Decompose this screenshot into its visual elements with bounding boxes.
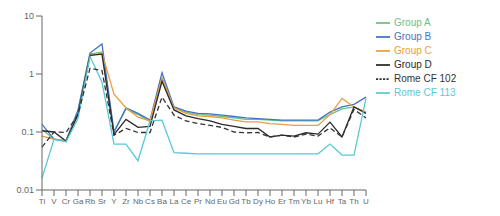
svg-text:Dy: Dy — [253, 197, 263, 206]
svg-text:Cs: Cs — [145, 197, 155, 206]
html-text:Group A: Group A — [394, 16, 431, 28]
html-text:Group B: Group B — [394, 30, 432, 42]
svg-text:Tm: Tm — [288, 197, 300, 206]
svg-text:V: V — [51, 197, 57, 206]
svg-text:Tb: Tb — [241, 197, 251, 206]
svg-text:Ta: Ta — [338, 197, 347, 206]
html-text:Group C: Group C — [394, 44, 432, 56]
svg-text:Cr: Cr — [62, 197, 71, 206]
svg-text:Y: Y — [111, 197, 117, 206]
svg-text:Nd: Nd — [205, 197, 215, 206]
svg-text:Gd: Gd — [229, 197, 240, 206]
svg-text:Er: Er — [278, 197, 286, 206]
svg-text:0.1: 0.1 — [21, 127, 34, 137]
html-text:Rome CF 102: Rome CF 102 — [394, 72, 457, 84]
html-text:Group D: Group D — [394, 58, 432, 70]
svg-text:Nb: Nb — [133, 197, 144, 206]
svg-text:Ho: Ho — [265, 197, 276, 206]
svg-text:Rb: Rb — [85, 197, 96, 206]
svg-text:Lu: Lu — [314, 197, 323, 206]
svg-text:Sr: Sr — [98, 197, 106, 206]
svg-text:Ga: Ga — [73, 197, 84, 206]
svg-text:Eu: Eu — [217, 197, 227, 206]
svg-text:0.01: 0.01 — [16, 185, 34, 195]
svg-text:Yb: Yb — [301, 197, 311, 206]
svg-text:Th: Th — [349, 197, 358, 206]
svg-text:Zr: Zr — [122, 197, 130, 206]
svg-text:Ti: Ti — [39, 197, 46, 206]
svg-text:Ba: Ba — [157, 197, 167, 206]
svg-text:Pr: Pr — [194, 197, 202, 206]
svg-text:1: 1 — [29, 69, 34, 79]
svg-text:La: La — [170, 197, 179, 206]
svg-text:U: U — [363, 197, 369, 206]
html-text:Rome CF 113: Rome CF 113 — [394, 86, 456, 98]
svg-text:10: 10 — [24, 11, 34, 21]
svg-text:Ce: Ce — [181, 197, 192, 206]
svg-text:Hf: Hf — [326, 197, 335, 206]
